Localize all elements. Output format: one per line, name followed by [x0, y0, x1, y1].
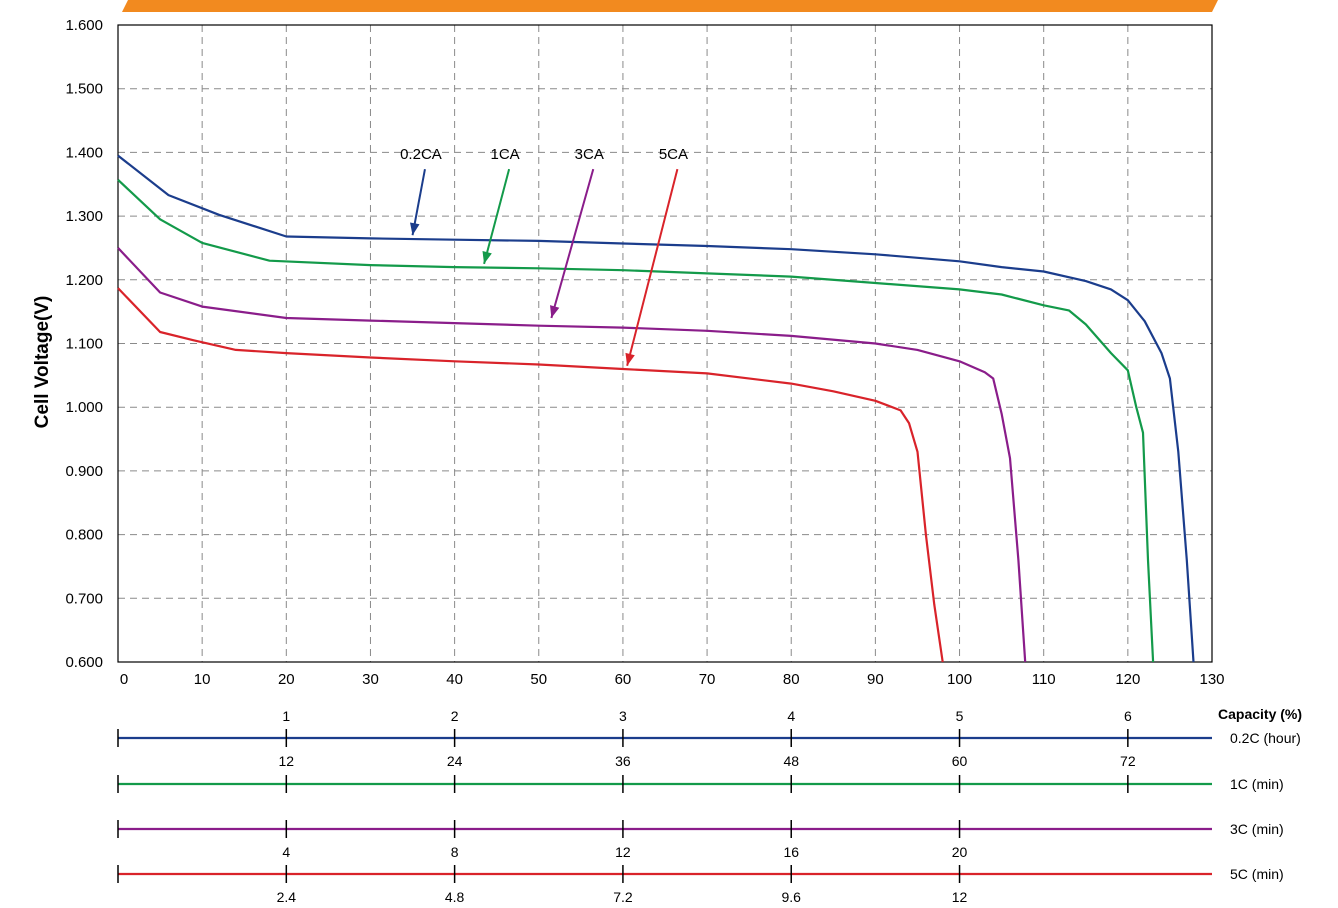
y-axis-label: Cell Voltage(V) — [32, 296, 53, 429]
series-label-0.2CA: 0.2CA — [400, 146, 442, 163]
y-tick-1.500: 1.500 — [65, 81, 103, 98]
x-tick-20: 20 — [278, 671, 295, 688]
secondary-label: 20 — [952, 844, 968, 860]
secondary-label: 4.8 — [445, 889, 465, 905]
secondary-label: 12 — [615, 844, 631, 860]
series-arrow-3CA — [550, 168, 595, 319]
x-tick-40: 40 — [446, 671, 463, 688]
secondary-label: 8 — [451, 844, 459, 860]
x-tick-110: 110 — [1032, 671, 1056, 688]
y-tick-1.200: 1.200 — [65, 272, 103, 289]
series-arrowhead-1CA — [482, 250, 492, 264]
y-tick-0.900: 0.900 — [65, 463, 103, 480]
secondary-axis-name: 3C (min) — [1230, 821, 1284, 837]
secondary-label: 5 — [956, 708, 964, 724]
series-line-3CA — [117, 247, 1027, 663]
secondary-label: 2 — [451, 708, 459, 724]
y-tick-1.300: 1.300 — [65, 208, 103, 225]
x-tick-60: 60 — [615, 671, 632, 688]
capacity-header: Capacity (%) — [1218, 706, 1302, 722]
secondary-label: 48 — [783, 753, 799, 769]
secondary-label: 9.6 — [781, 889, 801, 905]
series-line-1CA — [117, 178, 1155, 663]
x-tick-50: 50 — [530, 671, 547, 688]
secondary-label: 4 — [282, 844, 290, 860]
series-lines — [117, 154, 1195, 663]
series-arrow-5CA — [626, 168, 679, 367]
secondary-label: 24 — [447, 753, 463, 769]
x-tick-80: 80 — [783, 671, 800, 688]
secondary-label: 16 — [783, 844, 799, 860]
x-tick-30: 30 — [362, 671, 379, 688]
series-arrowhead-0.2CA — [410, 222, 420, 236]
x-tick-labels: 0 10 20 30 40 50 60 70 80 90 100 110 120 130 — [120, 671, 1225, 688]
secondary-label: 7.2 — [613, 889, 633, 905]
secondary-label: 4 — [787, 708, 795, 724]
x-tick-90: 90 — [867, 671, 884, 688]
secondary-axes: 1 2 3 4 5 612 24 36 48 60 720.2C (hour)1C (min)4 8 1… — [117, 708, 1301, 905]
series-arrowhead-5CA — [625, 352, 635, 366]
x-tick-70: 70 — [699, 671, 716, 688]
secondary-axis-name: 5C (min) — [1230, 866, 1284, 882]
series-label-3CA: 3CA — [575, 146, 604, 163]
secondary-label: 36 — [615, 753, 631, 769]
y-tick-0.800: 0.800 — [65, 527, 103, 544]
series-arrowhead-3CA — [550, 305, 560, 319]
x-tick-130: 130 — [1199, 671, 1224, 688]
y-tick-0.700: 0.700 — [65, 590, 103, 607]
secondary-label: 3 — [619, 708, 627, 724]
series-labels: 0.2CA 1CA 3CA 5CA — [400, 146, 688, 367]
y-tick-1.100: 1.100 — [65, 336, 103, 353]
y-tick-1.000: 1.000 — [65, 399, 103, 416]
y-tick-1.600: 1.600 — [65, 17, 103, 34]
x-tick-120: 120 — [1115, 671, 1140, 688]
x-tick-100: 100 — [947, 671, 972, 688]
series-arrow-1CA — [483, 168, 511, 265]
gridlines — [118, 25, 1212, 662]
series-label-5CA: 5CA — [659, 146, 688, 163]
secondary-label: 6 — [1124, 708, 1132, 724]
y-tick-0.600: 0.600 — [65, 654, 103, 671]
series-label-1CA: 1CA — [491, 146, 520, 163]
secondary-label: 12 — [952, 889, 968, 905]
secondary-axis-name: 1C (min) — [1230, 776, 1284, 792]
x-tick-0: 0 — [120, 671, 128, 688]
plot-frame — [117, 24, 1213, 663]
series-line-5CA — [117, 287, 944, 663]
secondary-label: 72 — [1120, 753, 1136, 769]
secondary-label: 60 — [952, 753, 968, 769]
series-line-0.2CA — [117, 154, 1195, 663]
title-banner — [122, 0, 1218, 12]
secondary-label: 1 — [282, 708, 290, 724]
x-tick-10: 10 — [194, 671, 211, 688]
secondary-axis-name: 0.2C (hour) — [1230, 730, 1301, 746]
secondary-label: 2.4 — [277, 889, 297, 905]
y-tick-labels: 0.600 0.700 0.800 0.900 1.000 1.100 1.200 1.300… — [65, 17, 103, 671]
y-tick-1.400: 1.400 — [65, 144, 103, 161]
secondary-label: 12 — [279, 753, 295, 769]
